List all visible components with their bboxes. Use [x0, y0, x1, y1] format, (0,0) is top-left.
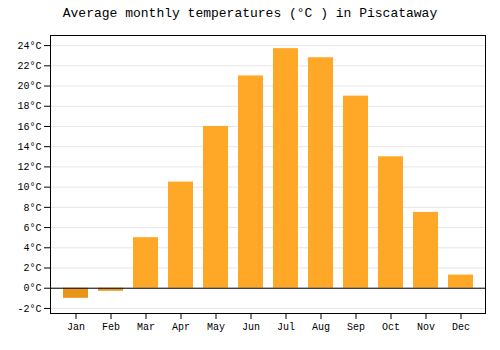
svg-text:Jan: Jan — [67, 322, 85, 333]
svg-text:18°C: 18°C — [17, 101, 41, 112]
svg-text:12°C: 12°C — [17, 162, 41, 173]
html-text:Average monthly temperatures (: Average monthly temperatures (°C ) in Pi… — [62, 6, 438, 21]
svg-text:Oct: Oct — [382, 322, 400, 333]
svg-text:24°C: 24°C — [17, 41, 41, 52]
svg-text:Mar: Mar — [137, 322, 155, 333]
svg-text:10°C: 10°C — [17, 182, 41, 193]
svg-text:8°C: 8°C — [23, 203, 41, 214]
svg-text:4°C: 4°C — [23, 243, 41, 254]
svg-text:Jun: Jun — [242, 322, 260, 333]
svg-text:Nov: Nov — [417, 322, 435, 333]
svg-text:-2°C: -2°C — [17, 304, 41, 315]
svg-text:20°C: 20°C — [17, 81, 41, 92]
svg-text:Feb: Feb — [102, 322, 120, 333]
svg-text:Sep: Sep — [347, 322, 365, 333]
svg-text:14°C: 14°C — [17, 142, 41, 153]
svg-text:2°C: 2°C — [23, 263, 41, 274]
svg-text:Apr: Apr — [172, 322, 190, 333]
svg-text:6°C: 6°C — [23, 223, 41, 234]
svg-text:Jul: Jul — [277, 322, 295, 333]
svg-text:16°C: 16°C — [17, 122, 41, 133]
svg-text:0°C: 0°C — [23, 283, 41, 294]
svg-text:Aug: Aug — [312, 322, 330, 333]
svg-text:22°C: 22°C — [17, 61, 41, 72]
svg-text:Dec: Dec — [452, 322, 470, 333]
svg-text:May: May — [207, 322, 225, 333]
